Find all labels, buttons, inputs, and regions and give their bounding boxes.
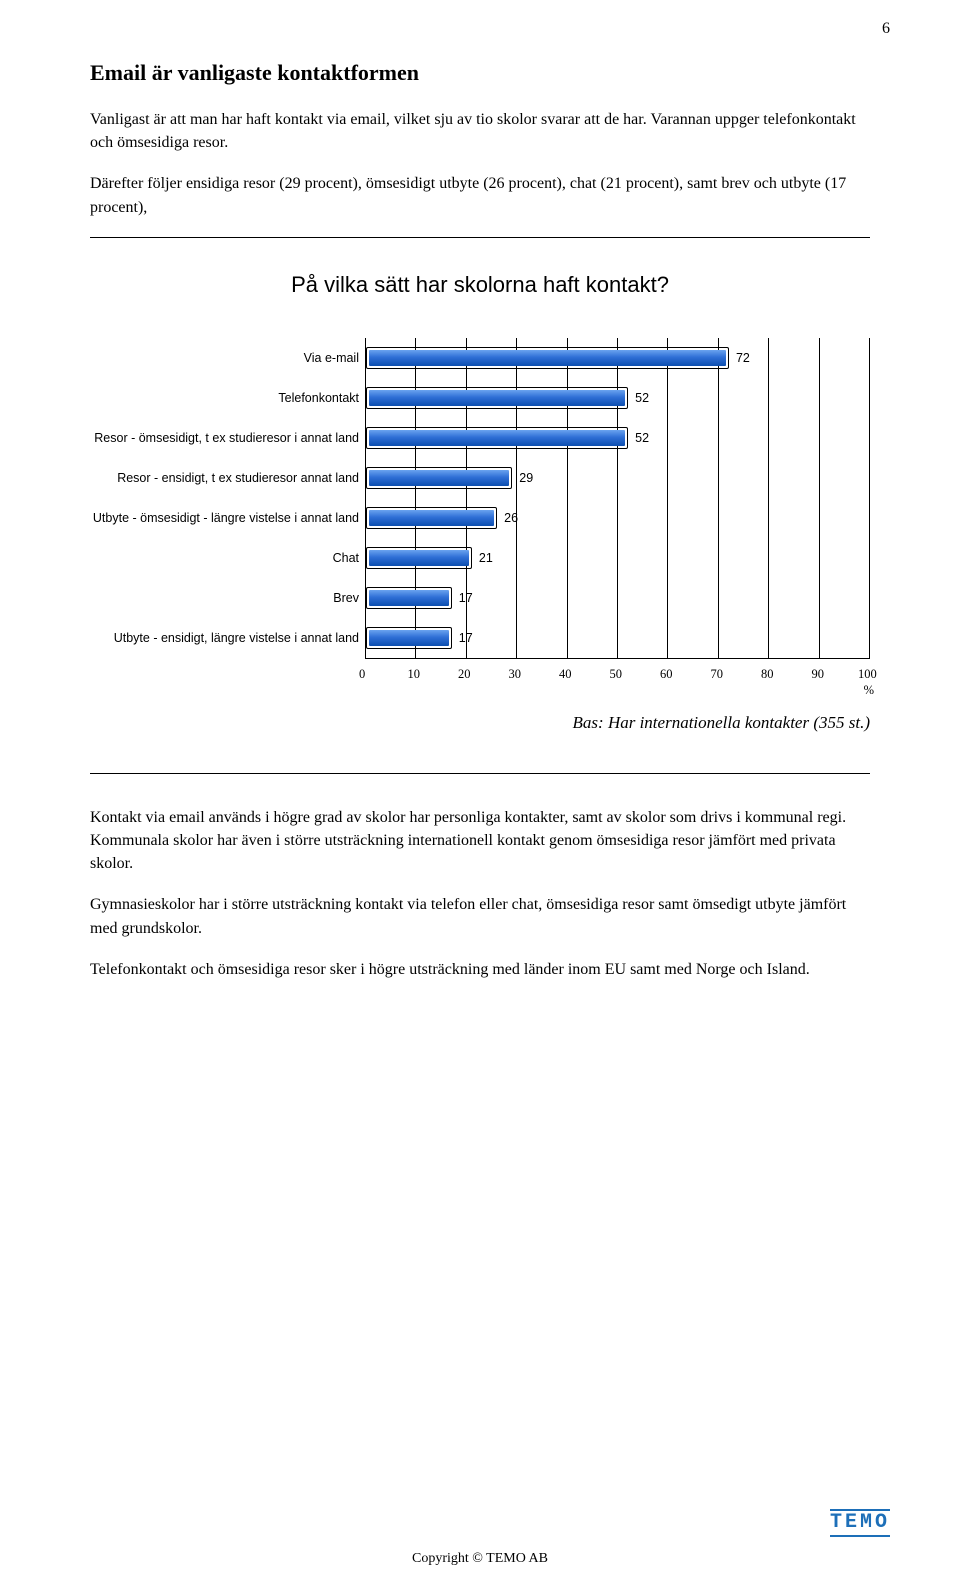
bar: 17 [366,587,452,609]
bar-fill [369,390,625,406]
body-paragraph: Gymnasieskolor har i större utsträckning… [90,893,870,939]
x-tick: 10 [365,663,416,701]
chart-y-labels: Via e-mailTelefonkontaktResor - ömsesidi… [90,338,365,659]
bar-label: Utbyte - ensidigt, längre vistelse i ann… [90,618,365,658]
body-paragraph: Telefonkontakt och ömsesidiga resor sker… [90,958,870,981]
chart-footnote: Bas: Har internationella kontakter (355 … [90,713,870,733]
chart-title: På vilka sätt har skolorna haft kontakt? [90,272,870,298]
x-tick: 30 [466,663,517,701]
bar-row: 26 [366,498,870,538]
bar-row: 17 [366,578,870,618]
bar-fill [369,590,449,606]
copyright-footer: Copyright © TEMO AB [0,1551,960,1567]
bar-row: 72 [366,338,870,378]
page-number: 6 [882,20,890,38]
bar-value: 21 [479,551,493,565]
bar: 26 [366,507,497,529]
bar-row: 52 [366,418,870,458]
temo-logo: TEMO [830,1509,890,1537]
divider [90,773,870,774]
bar-label: Telefonkontakt [90,378,365,418]
body-paragraph: Kontakt via email används i högre grad a… [90,806,870,876]
bar-fill [369,630,449,646]
page-heading: Email är vanligaste kontaktformen [90,60,870,86]
bar-label: Via e-mail [90,338,365,378]
document-page: 6 Email är vanligaste kontaktformen Vanl… [0,0,960,1592]
bar-fill [369,550,469,566]
bar-row: 21 [366,538,870,578]
bar: 17 [366,627,452,649]
x-tick: 40 [517,663,568,701]
bar: 21 [366,547,472,569]
x-tick: 60 [618,663,669,701]
bar-row: 52 [366,378,870,418]
x-tick: 70 [668,663,719,701]
chart-x-axis: 0102030405060708090100% [365,663,870,701]
bar-chart: Via e-mailTelefonkontaktResor - ömsesidi… [90,338,870,659]
bar: 52 [366,427,628,449]
bar: 52 [366,387,628,409]
x-unit: % [864,683,874,698]
bar-fill [369,510,494,526]
intro-paragraph-1: Vanligast är att man har haft kontakt vi… [90,108,870,154]
bar-fill [369,430,625,446]
bar-value: 17 [459,591,473,605]
bar-value: 72 [736,351,750,365]
bar-value: 29 [519,471,533,485]
bar-label: Resor - ensidigt, t ex studieresor annat… [90,458,365,498]
chart-bars: 72 52 52 29 26 21 17 17 [366,338,870,658]
bar-value: 52 [635,431,649,445]
bar: 72 [366,347,729,369]
x-tick: 100 [820,663,871,701]
bar-value: 26 [504,511,518,525]
x-tick: 20 [416,663,467,701]
x-tick: 50 [567,663,618,701]
bar-label: Resor - ömsesidigt, t ex studieresor i a… [90,418,365,458]
divider [90,237,870,238]
chart-plot-area: 72 52 52 29 26 21 17 17 [365,338,870,659]
bar-label: Utbyte - ömsesidigt - längre vistelse i … [90,498,365,538]
bar-value: 52 [635,391,649,405]
x-tick: 90 [769,663,820,701]
bar-fill [369,350,726,366]
bar-fill [369,470,509,486]
bar-label: Brev [90,578,365,618]
bar-row: 29 [366,458,870,498]
intro-paragraph-2: Därefter följer ensidiga resor (29 proce… [90,172,870,218]
bar: 29 [366,467,512,489]
bar-label: Chat [90,538,365,578]
bar-row: 17 [366,618,870,658]
x-tick: 80 [719,663,770,701]
bar-value: 17 [459,631,473,645]
